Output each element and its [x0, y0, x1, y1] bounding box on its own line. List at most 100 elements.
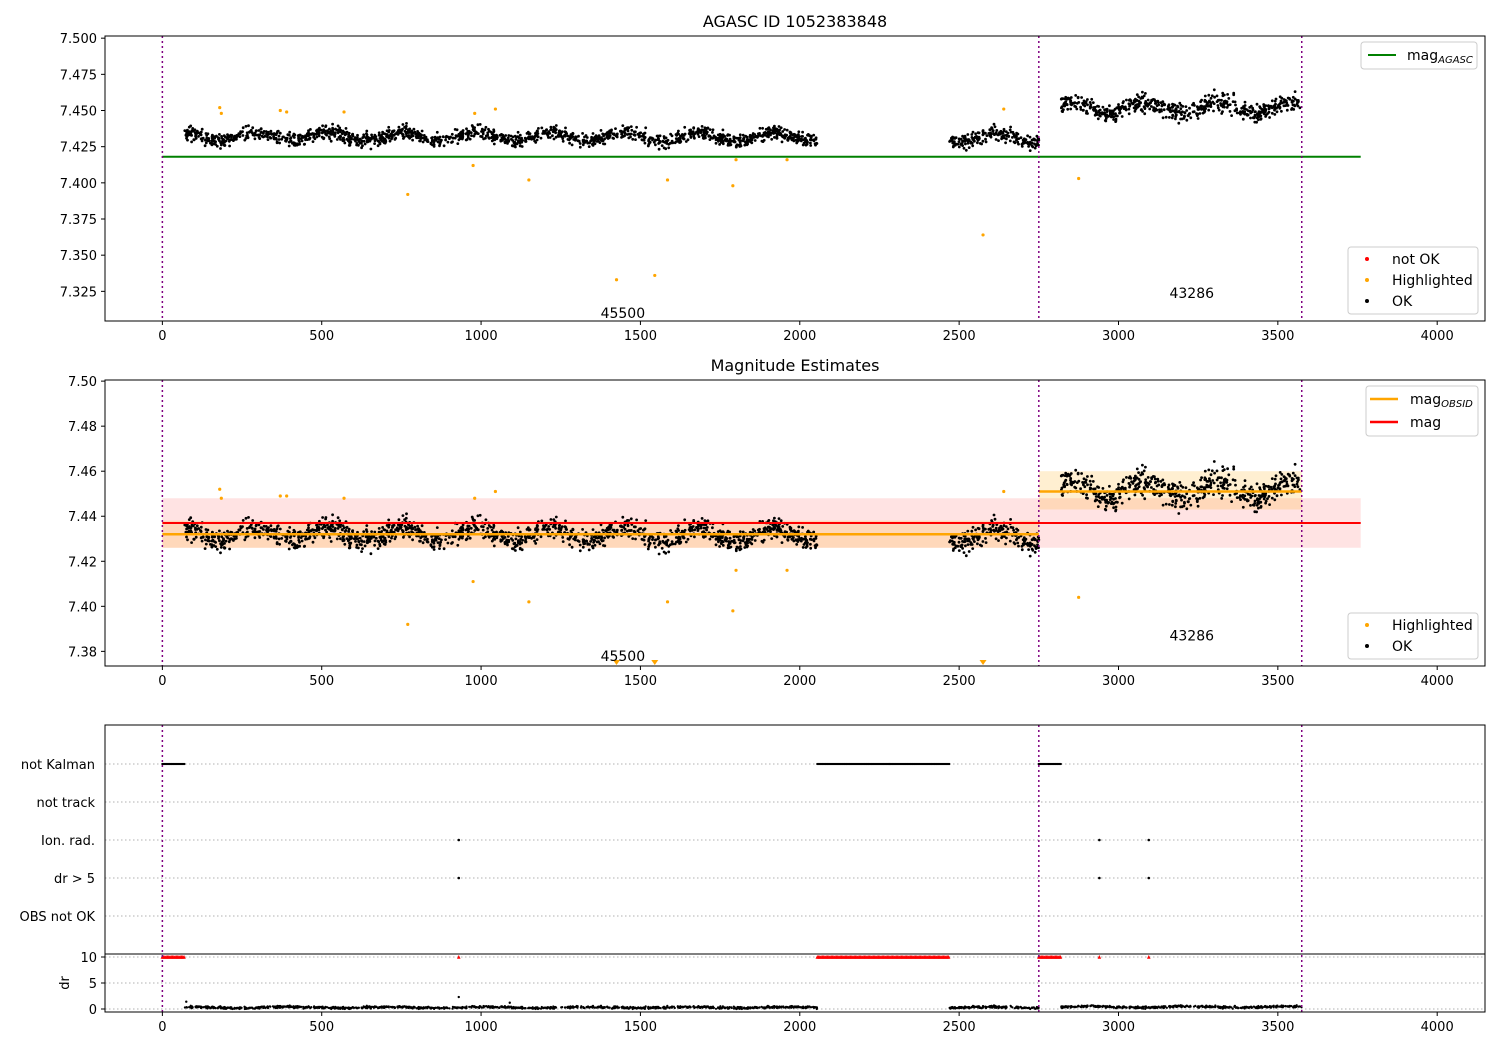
estimates-ok-point	[640, 537, 644, 541]
estimates-ok-point	[553, 524, 557, 528]
agasc-ok-point	[194, 137, 198, 140]
agasc-ok-point	[796, 134, 799, 138]
estimates-ok-point	[634, 537, 637, 541]
estimates-ok-point	[1216, 484, 1220, 488]
agasc-ok-point	[1086, 103, 1089, 107]
estimates-ok-point	[361, 547, 364, 550]
estimates-ok-point	[1219, 484, 1223, 488]
agasc-ok-point	[1183, 114, 1186, 118]
agasc-ok-point	[355, 142, 359, 145]
estimates-ok-point	[1137, 471, 1140, 474]
agasc-ok-point	[1026, 134, 1029, 138]
estimates-below-range-marker	[651, 660, 659, 665]
agasc-ok-point	[1179, 111, 1183, 115]
agasc-ok-point	[700, 125, 704, 128]
estimates-ok-point	[629, 529, 633, 532]
agasc-ok-point	[708, 138, 712, 142]
agasc-ok-point	[1264, 104, 1268, 107]
agasc-ok-point	[1235, 111, 1239, 115]
agasc-ok-point	[689, 136, 693, 139]
estimates-ok-point	[251, 530, 255, 534]
agasc-ok-point	[1128, 104, 1131, 108]
agasc-ok-point	[387, 125, 391, 129]
agasc-ok-point	[197, 135, 200, 138]
estimates-ok-point	[1100, 495, 1104, 499]
estimates-ok-point	[254, 523, 258, 527]
estimates-ok-point	[421, 541, 425, 545]
agasc-ok-point	[388, 139, 392, 143]
agasc-ok-point	[207, 137, 211, 140]
agasc-ok-point	[1170, 116, 1174, 120]
estimates-ok-point	[251, 527, 254, 530]
agasc-ok-point	[1114, 112, 1117, 115]
estimates-ok-point	[1009, 525, 1013, 529]
estimates-ok-point	[1101, 487, 1105, 490]
agasc-ok-point	[204, 138, 207, 142]
agasc-ok-point	[309, 133, 313, 136]
estimates-ok-point	[1181, 485, 1185, 489]
agasc-ok-point	[973, 139, 976, 143]
estimates-ok-point	[1065, 473, 1069, 477]
estimates-ok-point	[997, 528, 1001, 531]
estimates-ok-point	[1295, 482, 1299, 486]
estimates-ok-point	[265, 529, 268, 532]
agasc-ok-point	[372, 137, 376, 140]
estimates-ok-point	[969, 543, 973, 546]
estimates-ok-point	[545, 528, 549, 532]
agasc-ok-point	[1217, 98, 1220, 102]
estimates-ok-point	[416, 524, 419, 528]
estimates-ok-point	[1160, 493, 1163, 497]
agasc-ok-point	[329, 139, 333, 143]
agasc-ok-point	[226, 135, 230, 139]
estimates-ok-point	[535, 538, 539, 541]
estimates-ok-point	[676, 527, 680, 531]
estimates-ok-point	[762, 527, 766, 531]
estimates-ok-point	[1225, 478, 1229, 482]
estimates-ok-point	[294, 544, 297, 547]
estimates-ok-point	[210, 543, 214, 547]
estimates-ok-point	[213, 535, 217, 539]
estimates-ok-point	[804, 546, 808, 549]
agasc-ok-point	[1004, 130, 1008, 134]
agasc-ok-point	[760, 139, 764, 143]
agasc-ok-point	[655, 134, 659, 138]
agasc-ok-point	[1002, 129, 1006, 133]
agasc-highlighted-point	[614, 278, 619, 282]
agasc-ok-point	[1277, 103, 1280, 107]
estimates-ok-point	[272, 529, 276, 533]
estimates-ok-point	[423, 538, 427, 541]
estimates-ok-point	[711, 526, 714, 530]
estimates-ok-point	[292, 528, 296, 532]
agasc-ok-point	[357, 139, 360, 143]
agasc-ok-point	[1156, 99, 1160, 103]
estimates-ok-point	[1135, 483, 1138, 487]
flags-row-label: Ion. rad.	[41, 834, 95, 849]
estimates-ok-point	[506, 543, 509, 547]
agasc-ok-point	[766, 130, 770, 134]
agasc-ok-point	[402, 137, 405, 140]
agasc-ok-point	[1259, 117, 1263, 121]
estimates-ok-point	[467, 524, 471, 528]
estimates-ok-point	[963, 540, 967, 543]
agasc-highlighted-point	[734, 158, 738, 162]
estimates-ok-point	[974, 528, 977, 532]
agasc-ok-point	[334, 127, 337, 131]
agasc-ok-point	[591, 143, 594, 146]
estimates-xtick-label: 1500	[624, 674, 657, 689]
agasc-ok-point	[1253, 110, 1257, 114]
estimates-ok-point	[298, 530, 302, 534]
agasc-ok-point	[436, 136, 440, 140]
agasc-ok-point	[696, 132, 700, 136]
estimates-ok-point	[352, 537, 356, 541]
agasc-ok-point	[344, 126, 348, 130]
estimates-ok-point	[1062, 485, 1066, 488]
agasc-ok-point	[1094, 109, 1098, 112]
estimates-highlighted-point	[527, 600, 531, 604]
agasc-ok-point	[948, 140, 951, 143]
agasc-ok-point	[815, 141, 818, 145]
agasc-ok-point	[1145, 104, 1149, 107]
agasc-ok-point	[1199, 104, 1203, 108]
estimates-ok-point	[448, 536, 451, 539]
estimates-ok-point	[1104, 504, 1108, 508]
